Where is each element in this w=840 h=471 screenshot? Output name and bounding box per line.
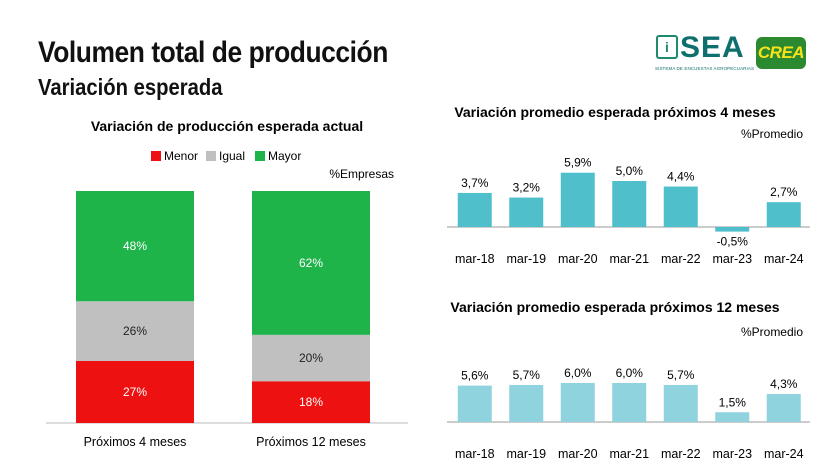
sea-logo: i SEA SISTEMA DE ENCUESTAS AGROPECUARIAS xyxy=(653,31,755,77)
x-tick-label: mar-24 xyxy=(764,252,804,266)
x-tick-label: mar-19 xyxy=(506,447,546,461)
stacked-category-label: Próximos 4 meses xyxy=(84,435,187,449)
stacked-bar-segment-menor xyxy=(252,381,370,423)
bar xyxy=(457,192,492,227)
stacked-bar-segment-menor xyxy=(76,360,194,423)
bar-value-label: 5,0% xyxy=(616,164,644,178)
bar-value-label: 2,7% xyxy=(770,185,798,199)
x-tick-label: mar-23 xyxy=(712,447,752,461)
chart-12-meses-unit: %Promedio xyxy=(741,325,803,339)
bar xyxy=(509,197,544,227)
sea-logo-icon: i xyxy=(656,35,678,59)
bar xyxy=(560,172,595,227)
bar xyxy=(663,186,698,227)
bar-value-label: 5,9% xyxy=(564,156,592,170)
x-tick-label: mar-20 xyxy=(558,252,598,266)
sea-logo-word: SEA xyxy=(680,31,745,64)
bar xyxy=(509,384,544,422)
stacked-bar-label: 62% xyxy=(299,256,323,270)
sea-logo-tagline: SISTEMA DE ENCUESTAS AGROPECUARIAS xyxy=(655,66,755,71)
legend-swatch-igual xyxy=(206,151,216,161)
bar xyxy=(612,181,647,227)
bar-value-label: 5,7% xyxy=(513,368,541,382)
stacked-bar-label: 27% xyxy=(123,385,147,399)
bar-value-label: 4,4% xyxy=(667,170,695,184)
stacked-category-label: Próximos 12 meses xyxy=(256,435,366,449)
stacked-chart-title: Variación de producción esperada actual xyxy=(91,118,363,134)
page-title: Volumen total de producción xyxy=(38,36,388,69)
stacked-bar-segment-mayor xyxy=(76,191,194,302)
x-tick-label: mar-20 xyxy=(558,447,598,461)
chart-4-meses-bars: 3,7% mar-18 3,2% mar-19 5,9% mar-20 5,0% mar-21… xyxy=(447,156,810,266)
bar xyxy=(663,384,698,422)
stacked-bar-label: 18% xyxy=(299,395,323,409)
legend-label-igual: Igual xyxy=(219,149,245,163)
x-tick-label: mar-23 xyxy=(712,252,752,266)
bar xyxy=(766,202,801,227)
bar-value-label: 4,3% xyxy=(770,377,798,391)
bar-value-label: 5,7% xyxy=(667,368,695,382)
bar-value-label: 3,2% xyxy=(513,181,541,195)
chart-12-meses-title: Variación promedio esperada próximos 12 … xyxy=(450,299,779,315)
legend-label-mayor: Mayor xyxy=(268,149,301,163)
bar xyxy=(560,383,595,422)
bar-value-label: 6,0% xyxy=(564,366,592,380)
chart-4-meses-unit: %Promedio xyxy=(741,127,803,141)
bar xyxy=(715,412,750,422)
bar-value-label: -0,5% xyxy=(717,235,749,249)
crea-logo: CREA xyxy=(756,37,806,69)
legend-label-menor: Menor xyxy=(164,149,198,163)
x-tick-label: mar-21 xyxy=(609,447,649,461)
bar-value-label: 3,7% xyxy=(461,176,489,190)
stacked-bar-segment-mayor xyxy=(252,191,370,335)
x-tick-label: mar-22 xyxy=(661,447,701,461)
stacked-bar-segment-igual xyxy=(76,301,194,361)
x-tick-label: mar-18 xyxy=(455,447,495,461)
x-tick-label: mar-21 xyxy=(609,252,649,266)
stacked-chart-legend: Menor Igual Mayor xyxy=(151,149,301,163)
bar-value-label: 1,5% xyxy=(719,395,747,409)
x-tick-label: mar-19 xyxy=(506,252,546,266)
stacked-chart-bars: 27% 26% 48% Próximos 4 meses 18% 20% 62% Próxim… xyxy=(46,191,408,449)
bar xyxy=(715,227,750,232)
x-tick-label: mar-24 xyxy=(764,447,804,461)
legend-swatch-mayor xyxy=(255,151,265,161)
stacked-bar-label: 20% xyxy=(299,351,323,365)
x-tick-label: mar-18 xyxy=(455,252,495,266)
bar xyxy=(612,383,647,422)
bar-value-label: 6,0% xyxy=(616,366,644,380)
stacked-bar-label: 48% xyxy=(123,239,147,253)
bar-value-label: 5,6% xyxy=(461,369,489,383)
stacked-bar-label: 26% xyxy=(123,324,147,338)
x-tick-label: mar-22 xyxy=(661,252,701,266)
page-subtitle: Variación esperada xyxy=(38,74,223,100)
chart-4-meses-title: Variación promedio esperada próximos 4 m… xyxy=(454,104,776,120)
stacked-bar-segment-igual xyxy=(252,334,370,382)
stacked-chart-unit: %Empresas xyxy=(329,167,394,181)
chart-12-meses-bars: 5,6% mar-18 5,7% mar-19 6,0% mar-20 6,0% mar-21… xyxy=(447,366,810,461)
bar xyxy=(457,385,492,422)
legend-swatch-menor xyxy=(151,151,161,161)
bar xyxy=(766,394,801,422)
